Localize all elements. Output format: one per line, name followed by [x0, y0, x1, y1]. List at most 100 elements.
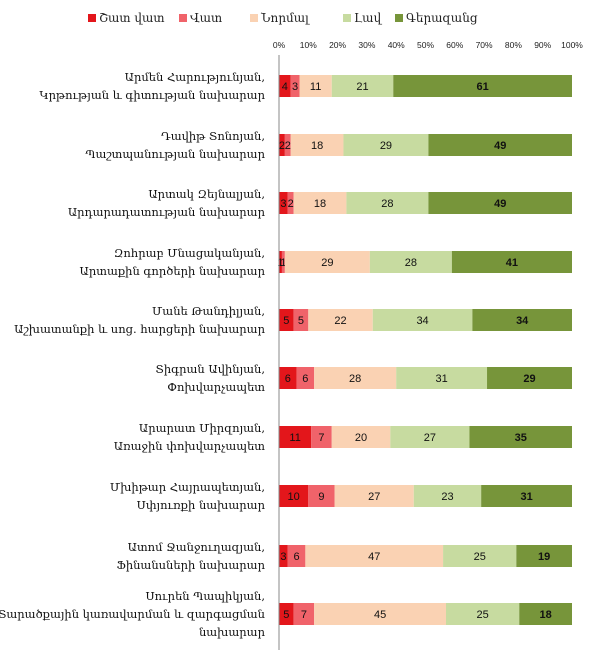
data-label: 2 [285, 140, 291, 152]
legend-item: Շատ վատ [88, 11, 165, 25]
category-label: Փոխվարչապետ [167, 380, 265, 394]
data-label: 29 [523, 373, 535, 385]
x-tick-label: 90% [534, 40, 551, 50]
bar-segment [334, 485, 414, 507]
bar-segment [369, 251, 452, 273]
bar-segment [279, 426, 312, 448]
data-label: 25 [474, 551, 486, 563]
category-label: Տիգրան Ավինյան, [155, 362, 265, 376]
bar-segment [305, 545, 444, 567]
bar-segment [487, 367, 572, 389]
bar-segment [481, 485, 572, 507]
legend-label: Վատ [190, 11, 223, 25]
data-label: 3 [280, 551, 286, 563]
data-label: 27 [368, 491, 380, 503]
data-label: 2 [288, 198, 294, 210]
bar-segment [284, 251, 370, 273]
data-label: 6 [285, 373, 291, 385]
legend-swatch [250, 14, 258, 22]
bar-segment [472, 309, 572, 331]
x-tick-label: 80% [505, 40, 522, 50]
data-label: 21 [356, 81, 368, 93]
category-label: Մանե Թանդիլյան, [152, 304, 265, 318]
category-label: Արդարադատության նախարար [68, 205, 266, 219]
legend-item: Վատ [179, 11, 222, 25]
chart-legend: Շատ վատ Վատ Նորմալ Լավ Գերազանց [0, 0, 589, 32]
bar-segment [296, 367, 315, 389]
x-tick-label: 0% [273, 40, 286, 50]
legend-item: Գերազանց [395, 11, 478, 25]
data-label: 31 [435, 373, 447, 385]
bar-segment [396, 367, 488, 389]
data-label: 4 [282, 81, 288, 93]
bar-segment [279, 309, 294, 331]
bar-segment [446, 603, 520, 625]
bar-segment [308, 485, 335, 507]
bar-segment [279, 75, 291, 97]
data-label: 1 [280, 257, 286, 269]
bar-segment [443, 545, 517, 567]
data-label: 5 [283, 315, 289, 327]
data-label: 35 [515, 432, 527, 444]
bar-segment [516, 545, 572, 567]
data-label: 47 [368, 551, 380, 563]
bar-segment [293, 603, 315, 625]
bar-segment [331, 426, 391, 448]
bar-segment [519, 603, 572, 625]
data-label: 7 [301, 609, 307, 621]
data-label: 10 [288, 491, 300, 503]
bar-segment [279, 367, 297, 389]
x-tick-label: 10% [300, 40, 317, 50]
x-tick-label: 60% [446, 40, 463, 50]
data-label: 29 [380, 140, 392, 152]
category-label: Պաշտպանության նախարար [85, 147, 265, 161]
data-label: 28 [381, 198, 393, 210]
bar-segment [428, 134, 572, 156]
x-tick-label: 20% [329, 40, 346, 50]
data-label: 28 [405, 257, 417, 269]
bar-segment [279, 603, 294, 625]
data-label: 49 [494, 140, 506, 152]
category-label: Կրթության և գիտության նախարար [39, 88, 265, 102]
data-label: 22 [334, 315, 346, 327]
legend-label: Շատ վատ [99, 11, 165, 25]
data-label: 3 [280, 198, 286, 210]
bar-segment [279, 134, 285, 156]
category-label: Արտաքին գործերի նախարար [80, 264, 266, 278]
category-label: նախարար [199, 625, 266, 639]
data-label: 6 [302, 373, 308, 385]
category-label: Արտակ Զեյնալյան, [148, 187, 265, 201]
category-label: Մխիթար Հայրապետյան, [110, 480, 265, 494]
data-label: 20 [355, 432, 367, 444]
bar-segment [343, 134, 429, 156]
data-label: 34 [416, 315, 428, 327]
category-label: Զոհրաբ Մնացականյան, [114, 246, 265, 260]
category-label: Արմեն Հարությունյան, [125, 70, 265, 84]
x-tick-label: 70% [476, 40, 493, 50]
bar-segment [346, 192, 429, 214]
bar-segment [308, 309, 373, 331]
data-label: 31 [520, 491, 532, 503]
category-label: Արարատ Միրզոյան, [139, 421, 265, 435]
bar-segment [299, 75, 332, 97]
x-tick-label: 30% [358, 40, 375, 50]
data-label: 28 [349, 373, 361, 385]
legend-label: Գերազանց [406, 11, 478, 25]
data-label: 5 [298, 315, 304, 327]
category-label: Ֆինանսների նախարար [116, 558, 265, 572]
bar-segment [279, 485, 309, 507]
bar-segment [372, 309, 473, 331]
bar-segment [311, 426, 332, 448]
data-label: 34 [516, 315, 529, 327]
bar-segment [390, 426, 470, 448]
data-label: 2 [279, 140, 285, 152]
category-label: Աշխատանքի և սոց. հարցերի նախարար [14, 322, 265, 336]
data-label: 7 [318, 432, 324, 444]
data-label: 11 [310, 81, 321, 93]
legend-label: Լավ [354, 11, 382, 25]
data-label: 19 [538, 551, 550, 563]
data-label: 23 [441, 491, 453, 503]
data-label: 41 [506, 257, 518, 269]
data-label: 9 [318, 491, 324, 503]
